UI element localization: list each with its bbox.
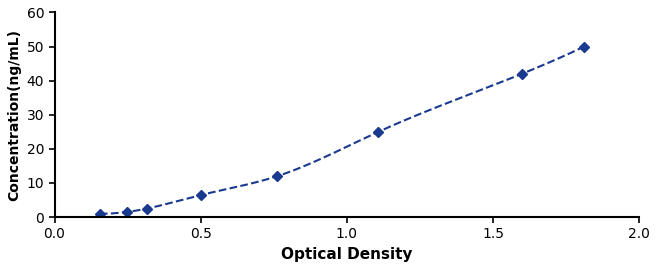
X-axis label: Optical Density: Optical Density bbox=[281, 247, 413, 262]
Y-axis label: Concentration(ng/mL): Concentration(ng/mL) bbox=[7, 29, 21, 201]
